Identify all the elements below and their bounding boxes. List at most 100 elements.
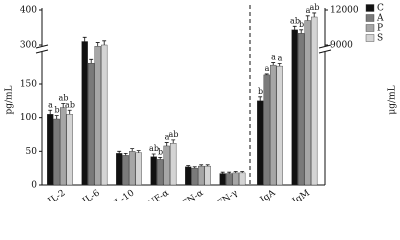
- error-bar: [61, 103, 66, 108]
- y-tick-label: 150: [20, 80, 37, 90]
- error-bar: [264, 73, 269, 75]
- legend-swatch: [365, 34, 375, 42]
- error-bar: [277, 63, 282, 67]
- y-axis-label: pg/mL: [5, 85, 15, 114]
- bar: [191, 167, 198, 186]
- x-tick-label: TNF-α: [142, 188, 171, 201]
- break-mark: [35, 44, 332, 54]
- error-bar: [171, 139, 176, 144]
- error-bar: [258, 96, 263, 101]
- legend-swatch: [365, 14, 375, 22]
- bar: [129, 151, 136, 186]
- axis-break: [36, 46, 48, 52]
- significance-letter: ab: [290, 16, 300, 25]
- error-bar: [205, 164, 210, 167]
- bar: [88, 63, 95, 186]
- significance-letter: b: [258, 87, 263, 96]
- bar: [291, 29, 298, 186]
- bar: [122, 155, 129, 186]
- error-bar: [102, 40, 107, 45]
- y-tick-label: 0: [31, 181, 37, 191]
- legend-label: C: [377, 4, 384, 14]
- error-bar: [48, 109, 53, 115]
- bar: [304, 20, 311, 186]
- bar: [163, 145, 170, 186]
- error-bar: [312, 12, 317, 17]
- bar: [47, 114, 54, 186]
- error-bar: [151, 153, 156, 157]
- bar: [226, 173, 233, 186]
- bar: [66, 114, 73, 186]
- axis-break: [319, 46, 331, 52]
- x-tick-label: IFN-γ: [213, 188, 240, 201]
- bar: [219, 173, 226, 186]
- error-bar: [240, 171, 245, 173]
- error-bar: [95, 42, 100, 47]
- x-tick-label: IFN-α: [178, 188, 206, 201]
- bar: [94, 46, 101, 186]
- bar: [53, 118, 60, 186]
- error-bar: [299, 29, 304, 34]
- x-tick-label: IgA: [259, 188, 278, 201]
- bar: [60, 107, 67, 186]
- error-bar: [164, 142, 169, 146]
- significance-letter: ab: [59, 94, 69, 103]
- bar: [311, 16, 318, 186]
- legend-swatch: [365, 4, 375, 12]
- bar: [276, 65, 283, 186]
- bar: [198, 165, 205, 186]
- x-tick-label: IL-10: [111, 188, 137, 201]
- error-bar: [82, 36, 87, 42]
- error-bar: [220, 171, 225, 174]
- y-tick-label: 300: [20, 41, 37, 51]
- significance-letter: a: [265, 64, 270, 73]
- y-tick-label: 100: [20, 113, 37, 123]
- bar: [185, 166, 192, 186]
- error-bar: [292, 25, 297, 30]
- y2-axis-label: μg/mL: [388, 85, 398, 114]
- y-tick-label: 400: [20, 6, 37, 16]
- error-bar: [136, 150, 141, 153]
- error-bar: [67, 109, 72, 115]
- error-bar: [117, 150, 122, 154]
- significance-letter: a: [271, 53, 276, 62]
- significance-letter: ab: [310, 3, 320, 12]
- bar: [232, 172, 239, 186]
- legend-label: S: [377, 34, 383, 44]
- y-tick-label: 50: [26, 147, 38, 157]
- bar: [239, 172, 246, 186]
- error-bar: [89, 58, 94, 64]
- bar: [135, 152, 142, 186]
- bar: [270, 64, 277, 186]
- legend-swatch: [365, 24, 375, 32]
- bar: [263, 74, 270, 186]
- bar: [150, 156, 157, 186]
- bar: [81, 41, 88, 186]
- error-bar: [192, 166, 197, 169]
- bar: [157, 159, 164, 186]
- significance-letter: a: [278, 54, 283, 63]
- error-bar: [123, 152, 128, 156]
- error-bar: [130, 148, 135, 152]
- error-bar: [227, 171, 232, 174]
- significance-letter: ab: [149, 144, 159, 153]
- error-bar: [271, 62, 276, 66]
- error-bar: [54, 115, 59, 120]
- x-tick-label: IL-6: [81, 188, 102, 201]
- error-bar: [186, 165, 191, 167]
- significance-letter: ab: [65, 100, 75, 109]
- legend-label: P: [377, 24, 383, 34]
- significance-letter: a: [306, 6, 311, 15]
- bar: [298, 33, 305, 186]
- significance-letter: ab: [169, 130, 179, 139]
- bar: [170, 143, 177, 186]
- error-bar: [305, 15, 310, 21]
- significance-letter: b: [158, 147, 163, 156]
- significance-letter: a: [165, 133, 170, 142]
- x-tick-label: IgM: [291, 188, 312, 201]
- legend-label: A: [376, 14, 384, 24]
- x-tick-label: IL-2: [47, 188, 68, 201]
- bar: [116, 153, 123, 186]
- bar: [101, 44, 108, 186]
- error-bar: [158, 156, 163, 160]
